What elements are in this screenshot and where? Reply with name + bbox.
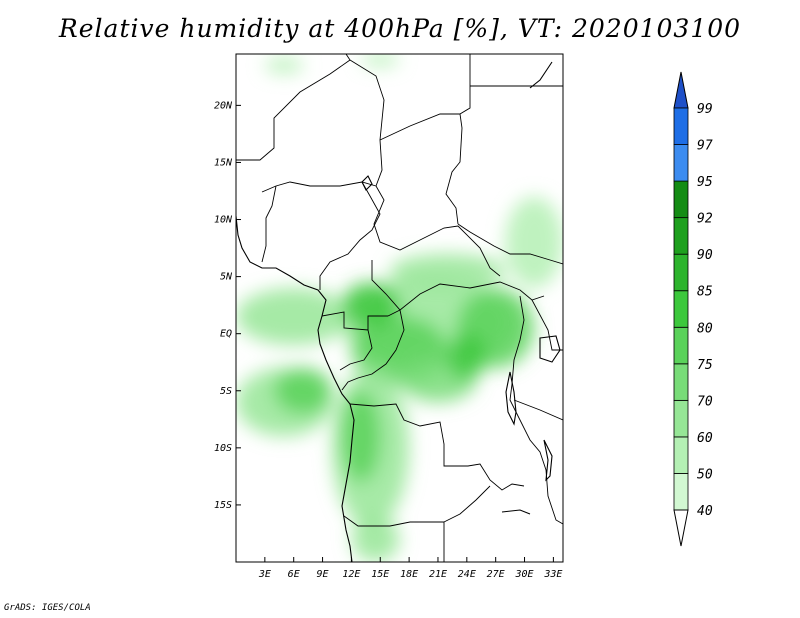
- lon-tick-label: 30E: [514, 569, 533, 580]
- border-libya: [445, 54, 471, 225]
- border-zambia: [443, 485, 491, 523]
- colorbar-label: 95: [697, 175, 713, 190]
- colorbar-bottom-triangle: [673, 509, 689, 547]
- colorbar-box: [673, 436, 689, 474]
- humid-region-car-band: [389, 253, 506, 289]
- map-frame: [235, 53, 564, 563]
- colorbar-label: 90: [697, 248, 713, 263]
- colorbar: 40 50 60 70 75 80 85 90 92 95 97 99: [673, 71, 713, 547]
- lake-chad: [361, 175, 373, 191]
- colorbar-box: [673, 217, 689, 255]
- colorbar-label: 70: [697, 394, 713, 409]
- humid-region-ocean-sw-core: [274, 367, 333, 414]
- border-car-south: [371, 260, 545, 311]
- humid-region-angola-core: [341, 390, 381, 483]
- coastline: [236, 215, 355, 562]
- border-north-1: [236, 54, 351, 161]
- colorbar-label: 60: [697, 431, 713, 446]
- humid-region-north-strip-2: [361, 54, 400, 67]
- colorbar-label: 80: [697, 321, 713, 336]
- humid-region-gabon-coast: [236, 288, 352, 346]
- border-uganda: [531, 299, 563, 351]
- colorbar-box: [673, 326, 689, 365]
- colorbar-label: 40: [697, 504, 713, 519]
- humidity-field: [236, 54, 563, 562]
- border-congo: [341, 309, 405, 391]
- lon-tick-label: 24E: [458, 569, 476, 580]
- border-drc-angola: [349, 403, 525, 491]
- colorbar-label: 99: [697, 102, 713, 117]
- country-borders: [236, 54, 563, 562]
- lat-tick-label: 20N: [214, 100, 233, 111]
- colorbar-label: 92: [697, 212, 713, 227]
- lon-tick-label: 9E: [317, 569, 329, 580]
- lon-tick-label: 6E: [288, 569, 300, 580]
- colorbar-label: 50: [697, 467, 713, 482]
- border-congo-2: [339, 329, 373, 371]
- colorbar-box: [673, 290, 689, 328]
- colorbar-top-triangle: [673, 71, 689, 109]
- lat-tick-label: 15S: [214, 500, 232, 511]
- credit-text: GrADS: IGES/COLA: [4, 603, 91, 613]
- lon-tick-label: 18E: [400, 569, 418, 580]
- border-sudan: [457, 223, 563, 265]
- lake-tanganyika: [505, 371, 517, 426]
- border-tanzania: [513, 399, 563, 421]
- lat-tick-label: 5N: [220, 272, 233, 283]
- colorbar-box: [673, 144, 689, 182]
- colorbar-box: [673, 180, 689, 219]
- border-north-2: [261, 59, 385, 193]
- red-sea-coast: [529, 61, 553, 89]
- humid-region-south-tail: [351, 516, 400, 562]
- humid-region-northeast-plume: [505, 196, 563, 289]
- lat-tick-label: 10N: [214, 215, 233, 226]
- plot-title: Relative humidity at 400hPa [%], VT: 202…: [58, 14, 742, 43]
- lon-tick-label: 21E: [429, 569, 447, 580]
- colorbar-label: 97: [697, 139, 713, 154]
- lake-kariba: [501, 509, 531, 515]
- colorbar-box: [673, 107, 689, 145]
- border-nigeria: [261, 185, 277, 263]
- border-east: [509, 295, 563, 525]
- lon-tick-label: 15E: [371, 569, 389, 580]
- colorbar-box: [673, 253, 689, 292]
- lon-tick-label: 27E: [487, 569, 505, 580]
- lon-tick-label: 33E: [543, 569, 562, 580]
- colorbar-box: [673, 473, 689, 511]
- map-axes: 20N 15N 10N 5N EQ 5S 10S 15S 3E 6E 9E 12E 15E 18E 21E 2…: [214, 100, 562, 580]
- border-cameroon: [319, 181, 381, 290]
- lat-tick-label: 10S: [214, 443, 232, 454]
- humid-region-north-strip: [264, 57, 304, 74]
- colorbar-box: [673, 399, 689, 438]
- colorbar-label: 85: [697, 285, 713, 300]
- lat-tick-label: 15N: [214, 157, 233, 168]
- lon-tick-label: 12E: [342, 569, 360, 580]
- lake-victoria: [539, 335, 561, 363]
- lat-tick-label: EQ: [220, 329, 232, 340]
- border-chad-east: [379, 113, 460, 141]
- border-chad-car: [373, 185, 501, 277]
- border-gabon: [321, 311, 388, 331]
- lon-tick-label: 3E: [258, 569, 271, 580]
- humid-region-kivu-core: [447, 333, 487, 380]
- colorbar-box: [673, 363, 689, 401]
- border-angola-south: [343, 515, 445, 562]
- lat-tick-label: 5S: [220, 386, 232, 397]
- humid-region-cameroon-highland: [341, 282, 400, 328]
- colorbar-label: 75: [697, 358, 713, 373]
- lake-malawi: [543, 439, 553, 482]
